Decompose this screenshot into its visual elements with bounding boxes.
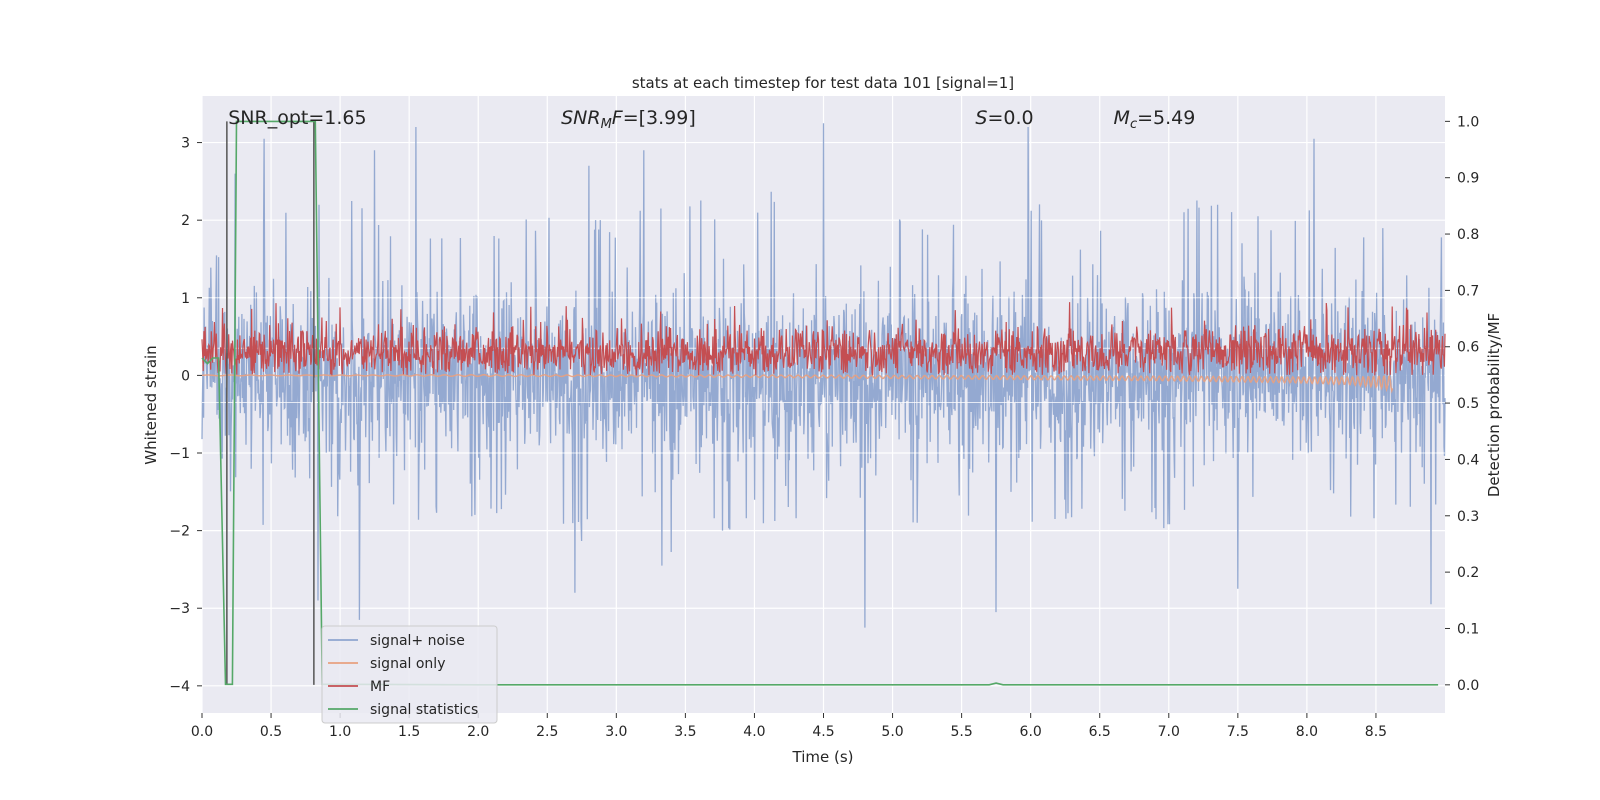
annotation-3: Mc=5.49 xyxy=(1114,107,1196,132)
x-tick-label: 2.5 xyxy=(536,724,558,740)
x-tick-label: 7.0 xyxy=(1158,724,1180,740)
annotation-2: S=0.0 xyxy=(975,107,1033,129)
signal-noise-line xyxy=(201,123,1446,628)
x-tick-label: 4.0 xyxy=(743,724,765,740)
x-tick-label: 8.0 xyxy=(1296,724,1318,740)
x-tick-label: 5.5 xyxy=(950,724,972,740)
y-tick-label: −1 xyxy=(169,446,190,462)
x-tick-label: 6.5 xyxy=(1089,724,1111,740)
chart-title: stats at each timestep for test data 101… xyxy=(632,74,1014,92)
y-tick-label: 1 xyxy=(181,291,190,307)
x-tick-label: 6.0 xyxy=(1020,724,1042,740)
y2-axis-ticks: 0.0 0.1 0.2 0.3 0.4 0.5 0.6 0.7 0.8 0.9 1.0 xyxy=(1445,114,1479,694)
y-axis-ticks: −4 −3 −2 −1 0 1 2 3 xyxy=(169,136,202,695)
y-tick-label: 2 xyxy=(181,213,190,229)
y-tick-label: 3 xyxy=(181,136,190,152)
y2-axis-label: Detection probability/MF xyxy=(1485,313,1503,497)
x-tick-label: 2.0 xyxy=(467,724,489,740)
x-tick-label: 5.0 xyxy=(881,724,903,740)
y2-tick-label: 0.1 xyxy=(1457,621,1479,637)
mf-line xyxy=(201,302,1446,376)
plot-content xyxy=(201,120,1446,686)
legend-label: MF xyxy=(370,679,390,695)
legend: signal+ noise signal only MF signal statist… xyxy=(321,625,498,724)
legend-label: signal+ noise xyxy=(370,633,465,649)
x-tick-label: 0.0 xyxy=(191,724,213,740)
x-tick-label: 4.5 xyxy=(812,724,834,740)
x-tick-label: 3.0 xyxy=(605,724,627,740)
y2-tick-label: 0.0 xyxy=(1457,678,1479,694)
signal-statistics-line xyxy=(201,120,1439,686)
y2-tick-label: 0.3 xyxy=(1457,509,1479,525)
signal-only-line xyxy=(201,374,1394,394)
y-tick-label: 0 xyxy=(181,368,190,384)
x-axis-ticks: 0.0 0.5 1.0 1.5 2.0 2.5 3.0 3.5 4.0 4.5 5.0 5.5 6.0 6… xyxy=(191,713,1387,740)
x-tick-label: 7.5 xyxy=(1227,724,1249,740)
x-tick-label: 0.5 xyxy=(260,724,282,740)
x-axis-label: Time (s) xyxy=(792,748,854,766)
y-tick-label: −3 xyxy=(169,601,190,617)
legend-label: signal statistics xyxy=(370,702,478,718)
x-tick-label: 1.5 xyxy=(398,724,420,740)
y-axis-label: Whitened strain xyxy=(142,345,160,464)
x-tick-label: 3.5 xyxy=(674,724,696,740)
legend-box xyxy=(321,625,498,724)
annotation-0: SNR_opt=1.65 xyxy=(228,107,366,129)
y2-tick-label: 0.7 xyxy=(1457,283,1479,299)
y2-tick-label: 0.6 xyxy=(1457,340,1479,356)
y2-tick-label: 0.8 xyxy=(1457,227,1479,243)
y2-tick-label: 1.0 xyxy=(1457,114,1479,130)
chart-annotations: SNR_opt=1.65 SNRMF=[3.99] S=0.0 Mc=5.49 xyxy=(228,107,1195,132)
y-tick-label: −2 xyxy=(169,524,190,540)
y2-tick-label: 0.4 xyxy=(1457,452,1479,468)
x-tick-label: 1.0 xyxy=(329,724,351,740)
annotation-1: SNRMF=[3.99] xyxy=(561,107,696,132)
y-tick-label: −4 xyxy=(169,679,190,695)
legend-label: signal only xyxy=(370,656,445,672)
x-tick-label: 8.5 xyxy=(1365,724,1387,740)
y2-tick-label: 0.9 xyxy=(1457,171,1479,187)
y2-tick-label: 0.2 xyxy=(1457,565,1479,581)
y2-tick-label: 0.5 xyxy=(1457,396,1479,412)
